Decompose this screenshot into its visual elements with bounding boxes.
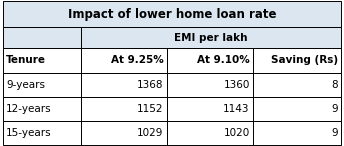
Bar [253, 97, 341, 121]
Text: 1029: 1029 [137, 128, 163, 138]
Bar [253, 48, 341, 73]
Text: 1143: 1143 [223, 104, 250, 114]
Bar [3, 48, 80, 73]
Bar [167, 48, 253, 73]
Bar [80, 97, 167, 121]
Bar [80, 27, 341, 48]
Text: Tenure: Tenure [6, 55, 46, 65]
Bar [80, 48, 167, 73]
Bar [3, 1, 341, 27]
Text: 9: 9 [331, 104, 338, 114]
Bar [80, 121, 167, 145]
Bar [3, 27, 80, 48]
Bar [80, 73, 167, 97]
Text: At 9.25%: At 9.25% [111, 55, 163, 65]
Bar [253, 73, 341, 97]
Text: 1360: 1360 [223, 80, 250, 90]
Bar [167, 121, 253, 145]
Text: 9: 9 [331, 128, 338, 138]
Bar [253, 121, 341, 145]
Text: 1152: 1152 [137, 104, 163, 114]
Bar [3, 97, 80, 121]
Text: At 9.10%: At 9.10% [197, 55, 250, 65]
Bar [3, 121, 80, 145]
Text: 12-years: 12-years [6, 104, 52, 114]
Text: 9-years: 9-years [6, 80, 45, 90]
Text: 1368: 1368 [137, 80, 163, 90]
Bar [167, 73, 253, 97]
Bar [167, 97, 253, 121]
Text: 8: 8 [331, 80, 338, 90]
Text: Impact of lower home loan rate: Impact of lower home loan rate [68, 8, 276, 21]
Bar [3, 73, 80, 97]
Text: 15-years: 15-years [6, 128, 52, 138]
Text: 1020: 1020 [224, 128, 250, 138]
Text: Saving (Rs): Saving (Rs) [271, 55, 338, 65]
Text: EMI per lakh: EMI per lakh [174, 33, 248, 42]
